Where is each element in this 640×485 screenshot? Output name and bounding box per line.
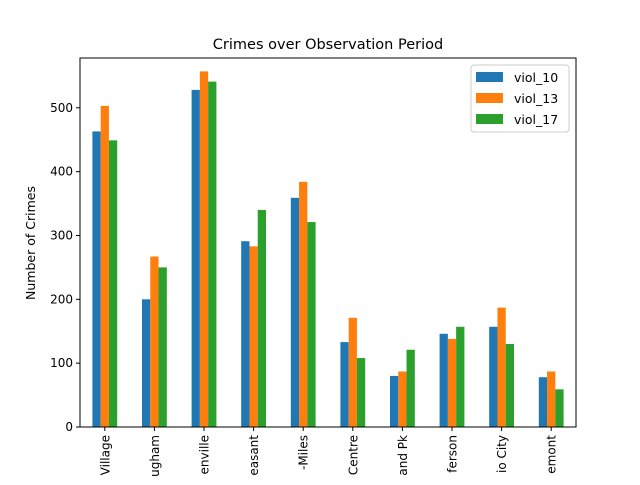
bar-viol_13-9 (547, 371, 556, 427)
x-tick-label: io City (495, 435, 509, 473)
y-tick-label: 200 (50, 292, 73, 306)
bar-viol_10-8 (489, 326, 498, 427)
bar-viol_10-3 (241, 241, 250, 427)
y-tick-label: 100 (50, 356, 73, 370)
bar-viol_17-8 (505, 344, 514, 427)
bar-viol_13-8 (497, 307, 506, 427)
bar-viol_10-7 (439, 333, 448, 427)
x-tick-label: and Pk (396, 435, 410, 476)
bar-viol_10-9 (538, 377, 548, 427)
y-tick-label: 500 (50, 101, 73, 115)
bar-viol_10-0 (92, 131, 101, 428)
bar-viol_13-5 (348, 317, 357, 427)
bar-viol_13-2 (199, 71, 209, 427)
plot-frame (79, 57, 577, 428)
x-tick-label: emont (545, 435, 559, 474)
y-tick-label: 0 (65, 420, 73, 434)
bar-viol_17-2 (208, 81, 217, 428)
bar-viol_17-0 (108, 140, 118, 427)
bar-viol_17-6 (406, 349, 415, 427)
bar-viol_10-4 (290, 197, 300, 427)
legend: viol_10 viol_13 viol_17 (470, 64, 570, 133)
legend-swatch-viol_17 (476, 114, 503, 124)
y-tick-label: 400 (50, 165, 73, 179)
bar-viol_13-6 (398, 371, 407, 427)
bar-viol_13-7 (447, 338, 457, 427)
y-axis-ticks: 0 100 200 300 400 500 (50, 101, 80, 434)
bar-viol_17-5 (356, 358, 366, 427)
bar-viol_10-1 (142, 299, 151, 427)
x-tick-label: ferson (446, 435, 460, 473)
bar-viol_13-3 (249, 246, 258, 427)
bar-viol_10-6 (390, 375, 399, 427)
bar-viol_13-1 (150, 256, 159, 427)
bar-viol_17-4 (307, 222, 316, 427)
bar-viol_13-0 (100, 105, 109, 427)
legend-label-viol_13: viol_13 (514, 91, 558, 106)
x-tick-label: Centre (346, 435, 360, 475)
legend-label-viol_17: viol_17 (514, 112, 558, 127)
bar-viol_17-9 (555, 389, 564, 427)
legend-swatch-viol_13 (476, 93, 503, 103)
bar-viol_17-3 (257, 209, 266, 427)
x-axis-ticks: Village ugham enville easant -Miles Centre and… (98, 427, 559, 477)
y-axis-label: Number of Crimes (23, 186, 38, 300)
bar-viol_17-7 (456, 326, 465, 427)
x-tick-label: -Miles (297, 435, 311, 470)
x-tick-label: enville (198, 435, 212, 474)
x-tick-label: Village (98, 435, 112, 475)
x-tick-label: ugham (148, 435, 162, 477)
legend-swatch-viol_10 (476, 72, 503, 82)
bar-viol_13-4 (299, 181, 308, 427)
bar-viol_10-2 (191, 89, 200, 428)
legend-label-viol_10: viol_10 (514, 70, 558, 85)
bar-viol_10-5 (340, 342, 349, 427)
chart-title: Crimes over Observation Period (213, 37, 443, 53)
bar-viol_17-1 (158, 267, 167, 427)
bars-group (92, 71, 564, 428)
y-tick-label: 300 (50, 228, 73, 242)
x-tick-label: easant (247, 435, 261, 476)
